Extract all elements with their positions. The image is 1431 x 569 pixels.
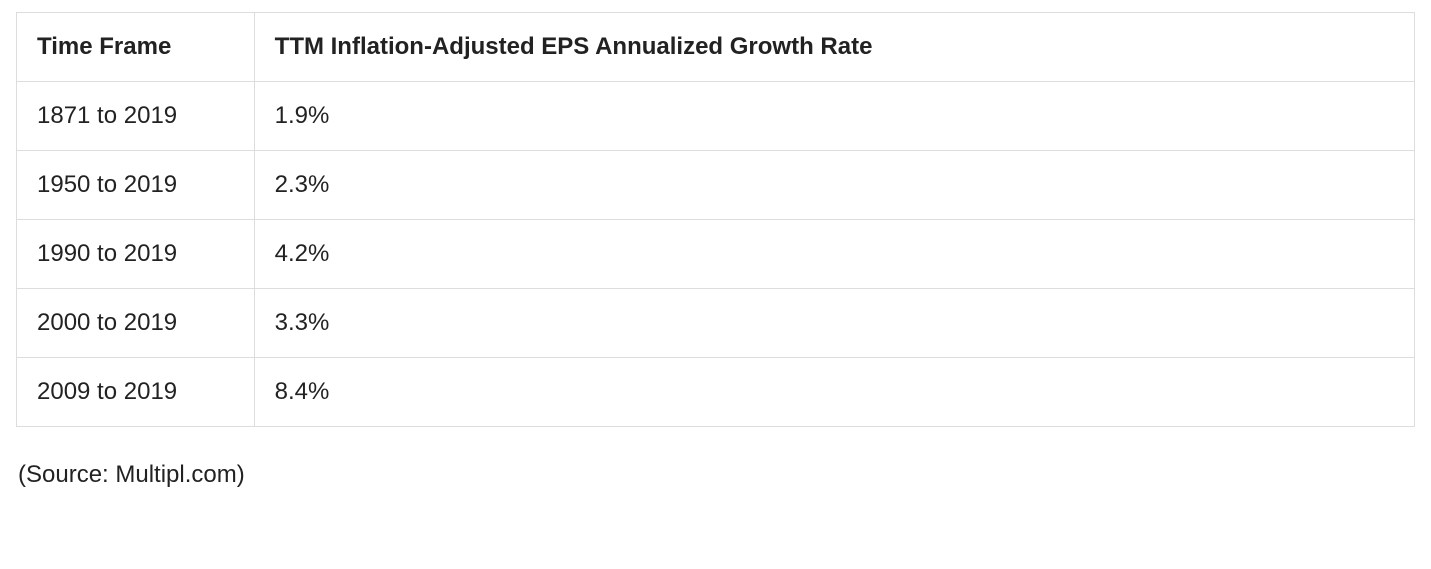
eps-growth-table: Time Frame TTM Inflation-Adjusted EPS An… [16,12,1415,427]
cell-growth-rate: 3.3% [254,289,1414,358]
table-row: 2000 to 2019 3.3% [17,289,1415,358]
cell-timeframe: 2000 to 2019 [17,289,255,358]
table-row: 2009 to 2019 8.4% [17,358,1415,427]
table-row: 1990 to 2019 4.2% [17,220,1415,289]
cell-growth-rate: 8.4% [254,358,1414,427]
table-row: 1871 to 2019 1.9% [17,82,1415,151]
header-timeframe: Time Frame [17,13,255,82]
cell-timeframe: 1950 to 2019 [17,151,255,220]
header-growth-rate: TTM Inflation-Adjusted EPS Annualized Gr… [254,13,1414,82]
cell-growth-rate: 1.9% [254,82,1414,151]
cell-timeframe: 2009 to 2019 [17,358,255,427]
cell-timeframe: 1990 to 2019 [17,220,255,289]
cell-growth-rate: 2.3% [254,151,1414,220]
table-header-row: Time Frame TTM Inflation-Adjusted EPS An… [17,13,1415,82]
table-row: 1950 to 2019 2.3% [17,151,1415,220]
cell-growth-rate: 4.2% [254,220,1414,289]
source-attribution: (Source: Multipl.com) [16,461,1415,489]
cell-timeframe: 1871 to 2019 [17,82,255,151]
